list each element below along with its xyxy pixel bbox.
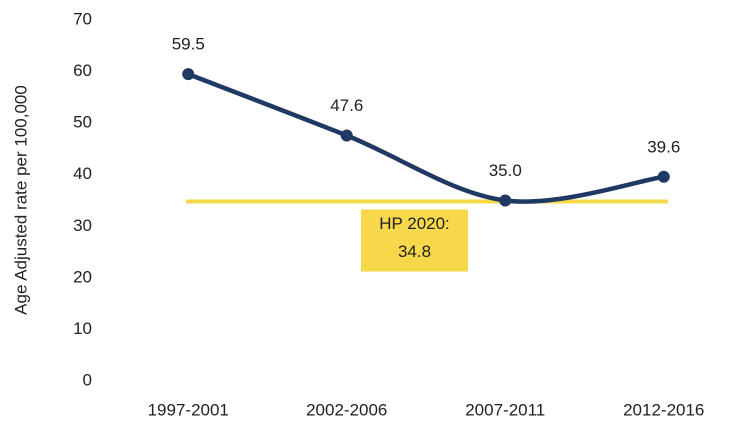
x-tick-label: 2007-2011 bbox=[465, 400, 545, 419]
data-label: 59.5 bbox=[172, 35, 205, 54]
reference-label-box bbox=[361, 209, 468, 272]
data-label: 39.6 bbox=[647, 137, 680, 156]
data-point bbox=[499, 194, 512, 207]
data-point bbox=[657, 170, 670, 183]
y-tick-label: 40 bbox=[73, 164, 92, 183]
y-axis-label: Age Adjusted rate per 100,000 bbox=[11, 85, 30, 315]
y-tick-label: 10 bbox=[73, 319, 92, 338]
data-label: 35.0 bbox=[489, 161, 522, 180]
x-tick-label: 2012-2016 bbox=[623, 400, 704, 419]
reference-value: 34.8 bbox=[398, 242, 431, 261]
y-tick-label: 20 bbox=[73, 267, 92, 286]
reference-label: HP 2020: bbox=[379, 214, 450, 233]
y-tick-label: 30 bbox=[73, 216, 92, 235]
y-tick-label: 70 bbox=[73, 9, 92, 28]
y-tick-label: 0 bbox=[83, 370, 92, 389]
data-point bbox=[182, 68, 195, 81]
x-tick-label: 1997-2001 bbox=[148, 400, 229, 419]
data-point bbox=[340, 129, 353, 142]
y-tick-label: 50 bbox=[73, 113, 92, 132]
series-line bbox=[186, 71, 666, 204]
y-tick-label: 60 bbox=[73, 61, 92, 80]
data-label: 47.6 bbox=[330, 96, 363, 115]
x-tick-label: 2002-2006 bbox=[306, 400, 387, 419]
